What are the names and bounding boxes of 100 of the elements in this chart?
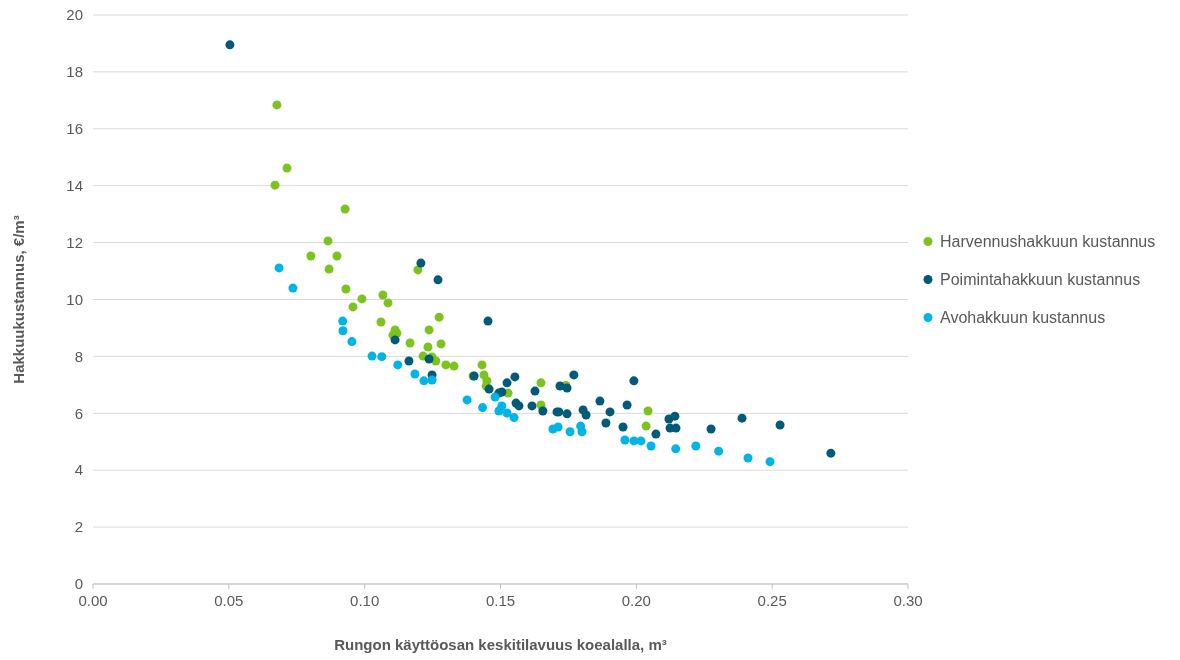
point [478,403,488,413]
point [270,180,280,190]
point [629,376,639,386]
point [527,401,537,411]
point [775,420,785,430]
point [691,441,701,451]
point [565,427,575,437]
point [462,395,472,405]
point [449,361,459,371]
y-tick-label: 12 [66,233,83,251]
y-tick-label: 0 [74,575,83,593]
point [562,409,572,419]
point [404,356,414,366]
point [714,446,724,456]
point [416,258,426,268]
x-tick-label: 0.25 [757,592,787,609]
y-tick-label: 10 [66,290,83,308]
point [651,429,661,439]
point [737,413,747,423]
x-tick-label: 0.15 [485,592,516,609]
point [405,338,415,348]
point [410,369,420,379]
point [536,378,546,388]
point [530,386,540,396]
point [383,298,393,308]
point [826,448,836,458]
legend-label: Avohakkuun kustannus [940,309,1106,327]
x-axis-title: Rungon käyttöosan keskitilavuus koealalla, m³ [334,636,667,653]
y-tick-label: 16 [66,120,83,138]
point [510,372,520,382]
x-tick-label: 0.20 [621,592,651,609]
point [306,251,316,261]
point [577,427,587,437]
point [490,392,500,402]
y-tick-label: 14 [66,176,83,194]
point [338,326,348,336]
point [340,204,350,214]
y-tick-label: 2 [74,518,83,536]
point [288,283,298,293]
y-tick-label: 6 [74,404,83,422]
legend-label: Poimintahakkuun kustannus [940,271,1141,289]
point [376,317,386,327]
point [390,335,400,345]
y-tick-label: 18 [66,63,83,81]
point [338,316,348,326]
point [477,360,487,370]
point [636,436,646,446]
point [509,413,519,423]
y-tick-label: 4 [74,461,83,479]
point [423,342,433,352]
y-axis-title: Hakkuukustannus, €/m³ [10,215,27,384]
point [605,407,615,417]
x-tick-label: 0.30 [893,592,923,609]
point [618,422,628,432]
point [341,284,351,294]
point [332,251,342,261]
point [497,401,507,411]
point [569,370,579,380]
point [357,294,367,304]
point [620,435,630,445]
point [502,408,512,418]
point [553,422,563,432]
point [441,360,451,370]
point [393,360,403,370]
point [765,457,775,467]
legend-label: Harvennushakkuun kustannus [940,233,1156,251]
point [225,40,235,50]
point [419,376,429,386]
point [367,351,377,361]
x-tick-label: 0.10 [350,592,380,609]
point [324,264,334,274]
point [323,236,333,246]
point [502,378,512,388]
point [427,375,437,385]
point [641,421,651,431]
x-tick-label: 0.00 [78,592,108,609]
point [377,352,387,362]
point [622,400,632,410]
y-tick-label: 8 [74,347,83,365]
point [433,275,443,285]
point [581,410,591,420]
y-tick-label: 20 [66,6,83,24]
point [743,453,753,463]
point [595,396,605,406]
point [348,302,358,312]
point [347,337,357,347]
point [643,406,653,416]
point [434,312,444,322]
point [601,418,611,428]
point [282,163,292,173]
point [671,444,681,454]
point [670,411,680,421]
point [378,290,388,300]
point [538,406,548,416]
point [272,100,282,110]
point [274,263,284,273]
point [483,316,493,326]
point [706,424,716,434]
x-tick-label: 0.05 [214,592,244,609]
point [436,339,446,349]
